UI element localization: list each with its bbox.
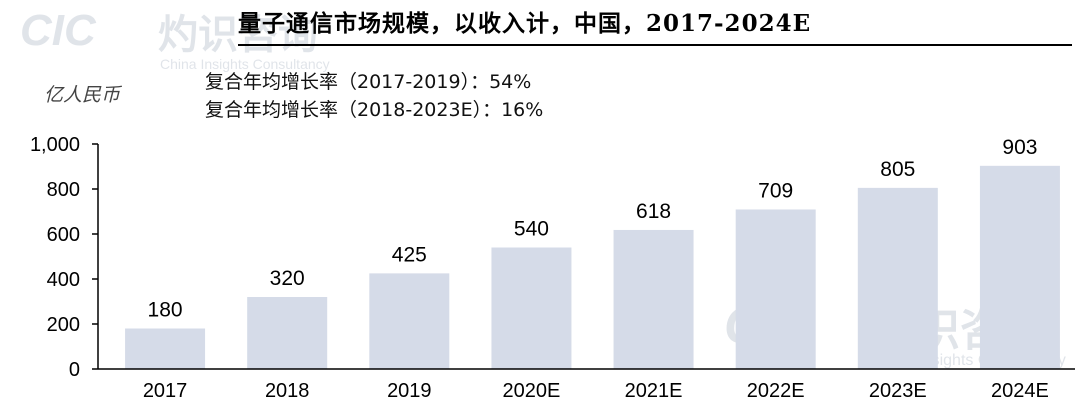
watermark-cn-name: 灼识咨询 [158,12,318,58]
x-tick-label: 2021E [625,380,683,402]
bar [857,187,938,369]
y-tick-label: 1,000 [30,134,80,156]
chart-title: 量子通信市场规模，以收入计，中国，2017-2024E [238,10,812,37]
bar [491,247,572,369]
bar-value-label: 540 [514,218,549,241]
x-tick-label: 2020E [503,380,561,402]
title-divider [238,44,1072,46]
bar-value-label: 618 [636,200,671,223]
x-tick-label: 2018 [265,380,310,402]
bar-value-label: 320 [270,267,305,290]
x-tick-label: 2017 [143,380,188,402]
unit-label: 亿人民币 [44,84,121,106]
y-tick-label: 0 [69,359,80,381]
watermark-logo: CIC [20,6,96,55]
bar [247,297,328,369]
bar-value-label: 425 [392,243,427,266]
x-tick-label: 2022E [747,380,805,402]
bar [369,273,450,369]
x-tick-label: 2024E [991,380,1049,402]
y-tick-label: 800 [47,179,80,201]
bar-value-label: 805 [880,158,915,181]
bar [125,328,206,369]
bar-value-label: 709 [758,179,793,202]
y-tick-label: 600 [47,224,80,246]
x-tick-label: 2019 [387,380,432,402]
bar [979,165,1060,369]
bar [735,209,816,369]
watermark-en-name: China Insights Consultancy [160,56,330,72]
y-tick-label: 400 [47,269,80,291]
bar-value-label: 903 [1002,136,1037,159]
x-tick-label: 2023E [869,380,927,402]
bar-value-label: 180 [148,299,183,322]
cagr-note-2: 复合年均增长率（2018-2023E）：16% [205,99,544,121]
bar [613,229,694,369]
cagr-note-1: 复合年均增长率（2017-2019）：54% [205,71,532,93]
y-tick-label: 200 [47,314,80,336]
